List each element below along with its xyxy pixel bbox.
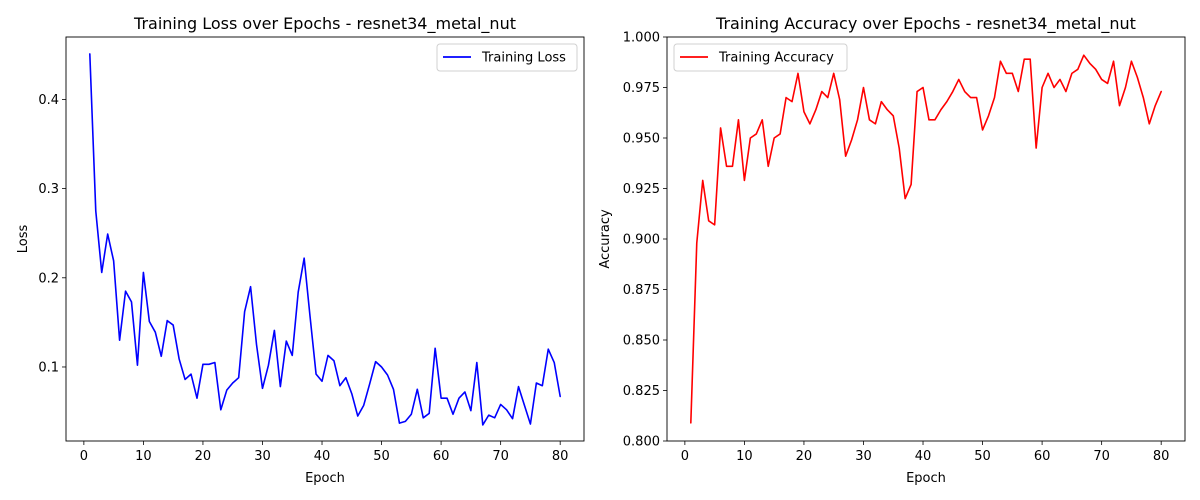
accuracy-y-tick-label: 0.950 [623, 132, 660, 147]
accuracy-y-tick-label: 1.000 [623, 31, 660, 46]
loss-tick-group: 0 10 20 30 40 50 60 70 80 0.1 0.2 0.3 0.4 [38, 93, 568, 464]
loss-x-axis-label: Epoch [305, 471, 345, 486]
accuracy-y-tick-label: 0.825 [623, 384, 660, 399]
loss-x-tick-label: 10 [135, 449, 152, 464]
loss-y-tick-label: 0.1 [38, 360, 59, 375]
accuracy-legend-box [673, 43, 848, 72]
loss-x-tick-label: 0 [80, 449, 88, 464]
accuracy-series-line [690, 54, 1162, 424]
accuracy-plot-group [690, 54, 1162, 424]
loss-x-tick-label: 50 [373, 449, 390, 464]
accuracy-chart: Training Accuracy over Epochs - resnet34… [598, 14, 1186, 486]
loss-legend-label: Training Loss [481, 51, 566, 66]
accuracy-x-tick-label: 80 [1153, 449, 1170, 464]
accuracy-y-axis-label: Accuracy [598, 209, 613, 269]
loss-x-tick-label: 60 [433, 449, 450, 464]
accuracy-y-tick-label: 0.900 [623, 233, 660, 248]
accuracy-x-tick-label: 50 [974, 449, 991, 464]
loss-x-tick-label: 40 [314, 449, 331, 464]
loss-x-tick-label: 80 [552, 449, 569, 464]
loss-x-tick-label: 70 [492, 449, 509, 464]
accuracy-x-tick-label: 0 [681, 449, 689, 464]
accuracy-y-tick-label: 0.925 [623, 182, 660, 197]
accuracy-x-tick-label: 30 [855, 449, 872, 464]
loss-y-tick-label: 0.4 [38, 93, 59, 108]
accuracy-x-tick-label: 60 [1034, 449, 1051, 464]
loss-chart: Training Loss over Epochs - resnet34_met… [16, 14, 585, 486]
loss-y-tick-label: 0.3 [38, 182, 59, 197]
accuracy-x-tick-label: 20 [796, 449, 813, 464]
loss-chart-title: Training Loss over Epochs - resnet34_met… [133, 14, 516, 34]
loss-y-axis-label: Loss [16, 225, 31, 254]
accuracy-x-tick-label: 10 [736, 449, 753, 464]
accuracy-tick-group: 0 10 20 30 40 50 60 70 80 0.800 0.825 0.850 0.875 0.9… [623, 31, 1170, 465]
loss-series-line [89, 53, 561, 426]
loss-legend: Training Loss [436, 43, 578, 72]
loss-x-tick-label: 20 [195, 449, 212, 464]
accuracy-y-tick-label: 0.800 [623, 435, 660, 450]
accuracy-axes-frame [666, 36, 1186, 442]
loss-axes-frame [65, 36, 585, 442]
loss-y-tick-label: 0.2 [38, 271, 59, 286]
accuracy-legend: Training Accuracy [673, 43, 848, 72]
accuracy-x-tick-label: 40 [915, 449, 932, 464]
loss-x-tick-label: 30 [254, 449, 271, 464]
accuracy-y-tick-label: 0.875 [623, 283, 660, 298]
loss-plot-group [89, 53, 561, 426]
accuracy-y-tick-label: 0.975 [623, 81, 660, 96]
accuracy-chart-title: Training Accuracy over Epochs - resnet34… [715, 14, 1136, 34]
accuracy-x-axis-label: Epoch [906, 471, 946, 486]
loss-legend-box [436, 43, 578, 72]
accuracy-y-tick-label: 0.850 [623, 334, 660, 349]
accuracy-x-tick-label: 70 [1093, 449, 1110, 464]
accuracy-legend-label: Training Accuracy [718, 51, 834, 66]
